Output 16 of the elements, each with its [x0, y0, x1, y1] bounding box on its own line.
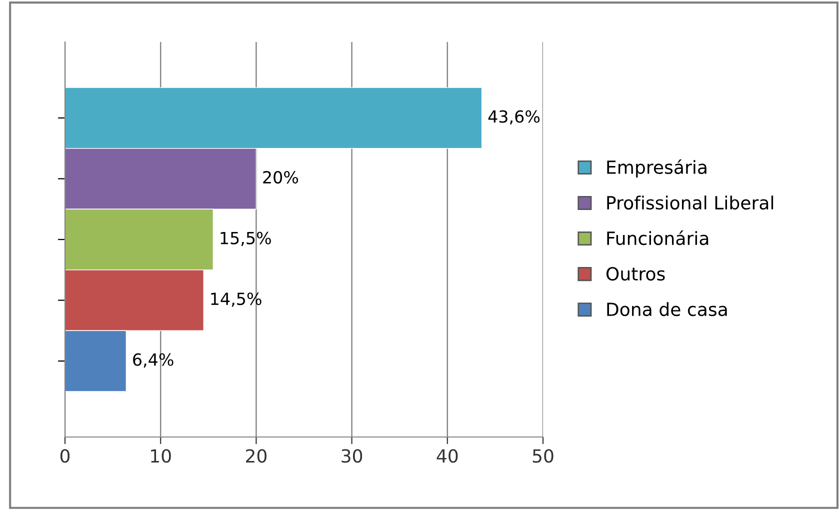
- data-label: 6,4%: [133, 353, 174, 368]
- data-label: 20%: [263, 170, 298, 184]
- x-tick-label: 10: [151, 449, 171, 463]
- x-tick-label: 20: [246, 449, 266, 463]
- legend-label: Empresária: [607, 159, 706, 178]
- x-tick-label: 50: [532, 449, 554, 463]
- data-label: 14,5%: [211, 292, 262, 307]
- x-tick-label: 40: [436, 449, 458, 463]
- legend-label: Outros: [606, 266, 665, 281]
- data-label: 15,5%: [220, 232, 271, 246]
- x-tick-label: 30: [342, 449, 362, 463]
- data-label: 43,6%: [488, 110, 540, 124]
- legend-label: Funcionária: [607, 230, 708, 246]
- legend-label: Dona de casa: [607, 302, 727, 316]
- x-tick-label: 0: [60, 449, 70, 463]
- legend-label: Profissional Liberal: [607, 196, 774, 210]
